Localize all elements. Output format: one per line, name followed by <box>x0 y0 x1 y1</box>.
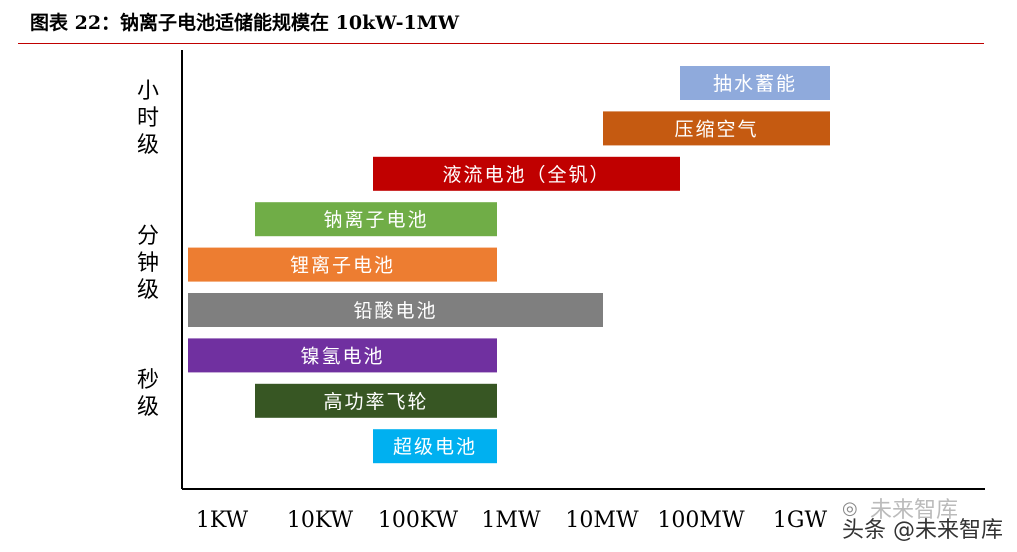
bar-label-2: 压缩空气 <box>674 118 758 140</box>
x-tick-label-4: 1MW <box>481 508 541 533</box>
bar-7 <box>188 338 497 373</box>
x-tick-label-1: 1KW <box>196 508 249 533</box>
bar-label-8: 高功率飞轮 <box>323 391 428 413</box>
x-tick-label-2: 10KW <box>287 508 354 533</box>
watermark: 头条 @未来智库 <box>842 518 1003 543</box>
y-group-label-2: 分钟级 <box>137 224 159 303</box>
x-tick-label-3: 100KW <box>378 508 459 533</box>
bar-8 <box>255 383 497 418</box>
bar-label-3: 液流电池（全钒） <box>442 164 610 186</box>
x-tick-label-5: 10MW <box>565 508 639 533</box>
bar-label-1: 抽水蓄能 <box>713 73 797 95</box>
bar-2 <box>603 111 830 146</box>
bar-9 <box>373 429 497 464</box>
wechat-icon: ◎ <box>842 498 858 519</box>
bar-5 <box>188 247 497 282</box>
bar-label-4: 钠离子电池 <box>323 209 428 231</box>
title-rule <box>18 43 984 44</box>
bar-label-6: 铅酸电池 <box>353 300 437 322</box>
bar-label-7: 镍氢电池 <box>300 345 384 367</box>
bar-4 <box>255 202 497 237</box>
bar-label-9: 超级电池 <box>393 436 477 458</box>
bar-6 <box>188 293 603 327</box>
bar-label-5: 锂离子电池 <box>290 255 395 277</box>
watermark-faint: 未来智库 <box>870 498 959 523</box>
bar-3 <box>373 156 680 191</box>
x-tick-label-7: 1GW <box>773 508 828 533</box>
x-tick-label-6: 100MW <box>657 508 745 533</box>
y-group-label-3: 秒级 <box>137 368 159 420</box>
chart-title: 图表 22：钠离子电池适储能规模在 10kW-1MW <box>30 12 460 34</box>
bar-1 <box>680 66 830 100</box>
y-group-label-1: 小时级 <box>137 79 159 158</box>
